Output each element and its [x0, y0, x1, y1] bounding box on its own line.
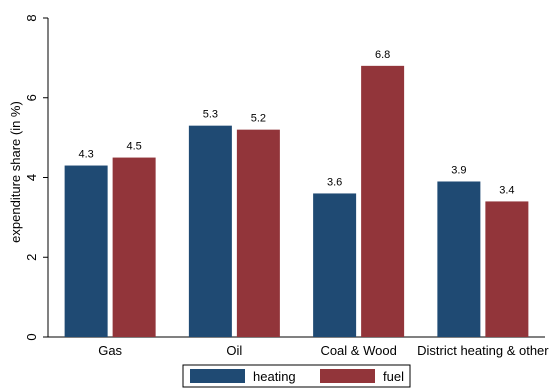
legend: heating fuel	[182, 364, 411, 388]
x-tick-labels: Gas Oil Coal & Wood District heating & othe…	[98, 343, 549, 358]
bar-heating	[188, 125, 232, 337]
data-label: 3.4	[499, 184, 514, 196]
data-label: 5.2	[251, 113, 266, 125]
bar-fuel	[236, 129, 280, 337]
bar-heating	[437, 181, 481, 337]
bar-heating	[313, 193, 357, 337]
y-tick-label: 8	[24, 14, 39, 21]
bar-fuel	[112, 157, 156, 337]
y-tick-label: 6	[24, 94, 39, 101]
data-label: 3.9	[451, 164, 466, 176]
legend-swatch-heating	[190, 369, 245, 383]
x-tick-label: Gas	[98, 343, 122, 358]
legend-label-fuel: fuel	[383, 369, 404, 384]
x-tick-label: Oil	[226, 343, 242, 358]
legend-label-heating: heating	[253, 369, 296, 384]
y-tick-label: 0	[24, 333, 39, 340]
x-tick-label: District heating & other	[417, 343, 549, 358]
bars: 4.3 4.5 5.3 5.2 3.6 6.8 3.9 3.4	[64, 49, 529, 337]
data-label: 4.5	[126, 141, 141, 153]
y-tick-label: 4	[24, 174, 39, 181]
y-tick-label: 2	[24, 254, 39, 261]
y-axis-label: expenditure share (in %)	[8, 101, 23, 243]
data-label: 4.3	[78, 149, 93, 161]
x-tick-label: Coal & Wood	[320, 343, 396, 358]
bar-heating	[64, 165, 108, 337]
data-label: 3.6	[327, 176, 342, 188]
legend-swatch-fuel	[320, 369, 375, 383]
bar-fuel	[361, 65, 405, 337]
bar-fuel	[485, 201, 529, 337]
data-label: 5.3	[203, 109, 218, 121]
data-label: 6.8	[375, 49, 390, 61]
y-ticks: 0 2 4 6 8	[24, 14, 48, 341]
